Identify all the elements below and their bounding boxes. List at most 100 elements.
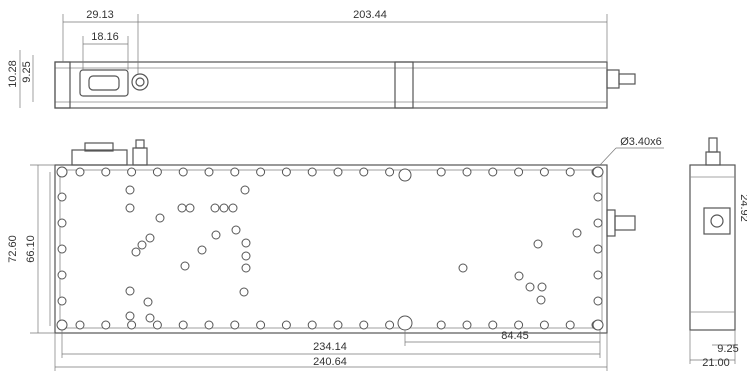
- hole: [177, 203, 187, 213]
- hole: [125, 203, 135, 213]
- hole: [462, 167, 472, 177]
- hole: [307, 320, 317, 330]
- hole: [592, 319, 604, 331]
- hole: [593, 244, 603, 254]
- hole: [359, 320, 369, 330]
- flange: [703, 207, 731, 235]
- hole: [155, 213, 165, 223]
- dimension: 72.60: [7, 235, 19, 263]
- hole: [75, 167, 85, 177]
- hole: [536, 295, 546, 305]
- hole: [565, 167, 575, 177]
- hole: [180, 261, 190, 271]
- hole: [488, 167, 498, 177]
- hole: [145, 233, 155, 243]
- hole: [204, 167, 214, 177]
- port: [710, 214, 724, 228]
- hole: [539, 320, 549, 330]
- hole: [333, 320, 343, 330]
- hole: [178, 167, 188, 177]
- port: [398, 168, 412, 182]
- leader: [599, 147, 617, 166]
- hole: [240, 185, 250, 195]
- dimension: 240.64: [313, 356, 347, 368]
- hole: [127, 320, 137, 330]
- hole: [137, 240, 147, 250]
- hole: [219, 203, 229, 213]
- hole: [593, 218, 603, 228]
- hole: [488, 320, 498, 330]
- hole: [231, 225, 241, 235]
- connector: [135, 77, 145, 87]
- hole: [241, 251, 251, 261]
- hole: [101, 320, 111, 330]
- hole: [57, 296, 67, 306]
- hole: [514, 320, 524, 330]
- dsub-shell: [88, 75, 120, 91]
- hole: [239, 287, 249, 297]
- hole: [281, 320, 291, 330]
- hole: [593, 192, 603, 202]
- hole: [333, 167, 343, 177]
- body: [689, 164, 736, 331]
- dimension: 24.92: [738, 194, 747, 222]
- hole: [127, 167, 137, 177]
- end-block: [54, 61, 71, 109]
- dimension: 84.45: [501, 330, 529, 342]
- hole: [210, 203, 220, 213]
- hole: [385, 167, 395, 177]
- side-view: 24.92 9.25 21.00: [689, 137, 747, 369]
- connector: [135, 139, 145, 149]
- hole: [241, 263, 251, 273]
- hole: [572, 228, 582, 238]
- front-view: Ø3.40x6 72.60 66.10 234.14 84.45 240.64: [7, 136, 664, 371]
- tab: [394, 61, 414, 109]
- hole: [211, 230, 221, 240]
- hole: [56, 319, 68, 331]
- hole: [145, 313, 155, 323]
- hole: [152, 320, 162, 330]
- sma: [618, 73, 636, 85]
- dsub-connector: [79, 69, 129, 97]
- hole: [565, 320, 575, 330]
- sma: [606, 69, 620, 89]
- hole: [143, 297, 153, 307]
- sma: [606, 209, 616, 237]
- hole: [131, 247, 141, 257]
- hole: [537, 282, 547, 292]
- hole: [458, 263, 468, 273]
- dimension: 18.16: [91, 31, 119, 43]
- sma: [614, 215, 636, 231]
- hole: [359, 167, 369, 177]
- hole: [230, 320, 240, 330]
- dimension: 234.14: [313, 341, 347, 353]
- sma: [708, 137, 718, 153]
- hole: [101, 167, 111, 177]
- hole: [178, 320, 188, 330]
- hole: [592, 166, 604, 178]
- hole: [539, 167, 549, 177]
- dimension: 203.44: [353, 9, 387, 21]
- connector: [132, 147, 148, 166]
- hole: [593, 296, 603, 306]
- dimension: 9.25: [717, 343, 738, 355]
- dimension: Ø3.40x6: [620, 136, 662, 148]
- hole: [125, 185, 135, 195]
- dimension: 29.13: [86, 9, 114, 21]
- body: [54, 164, 608, 334]
- hole: [436, 167, 446, 177]
- dimension: 9.25: [21, 61, 33, 82]
- hole: [281, 167, 291, 177]
- hole: [462, 320, 472, 330]
- hole: [533, 239, 543, 249]
- hole: [230, 167, 240, 177]
- sma: [705, 151, 721, 166]
- hole: [514, 167, 524, 177]
- hole: [56, 166, 68, 178]
- dimension: 66.10: [25, 235, 37, 263]
- hole: [256, 320, 266, 330]
- dsub-shell: [84, 142, 114, 152]
- port: [397, 315, 413, 331]
- hole: [75, 320, 85, 330]
